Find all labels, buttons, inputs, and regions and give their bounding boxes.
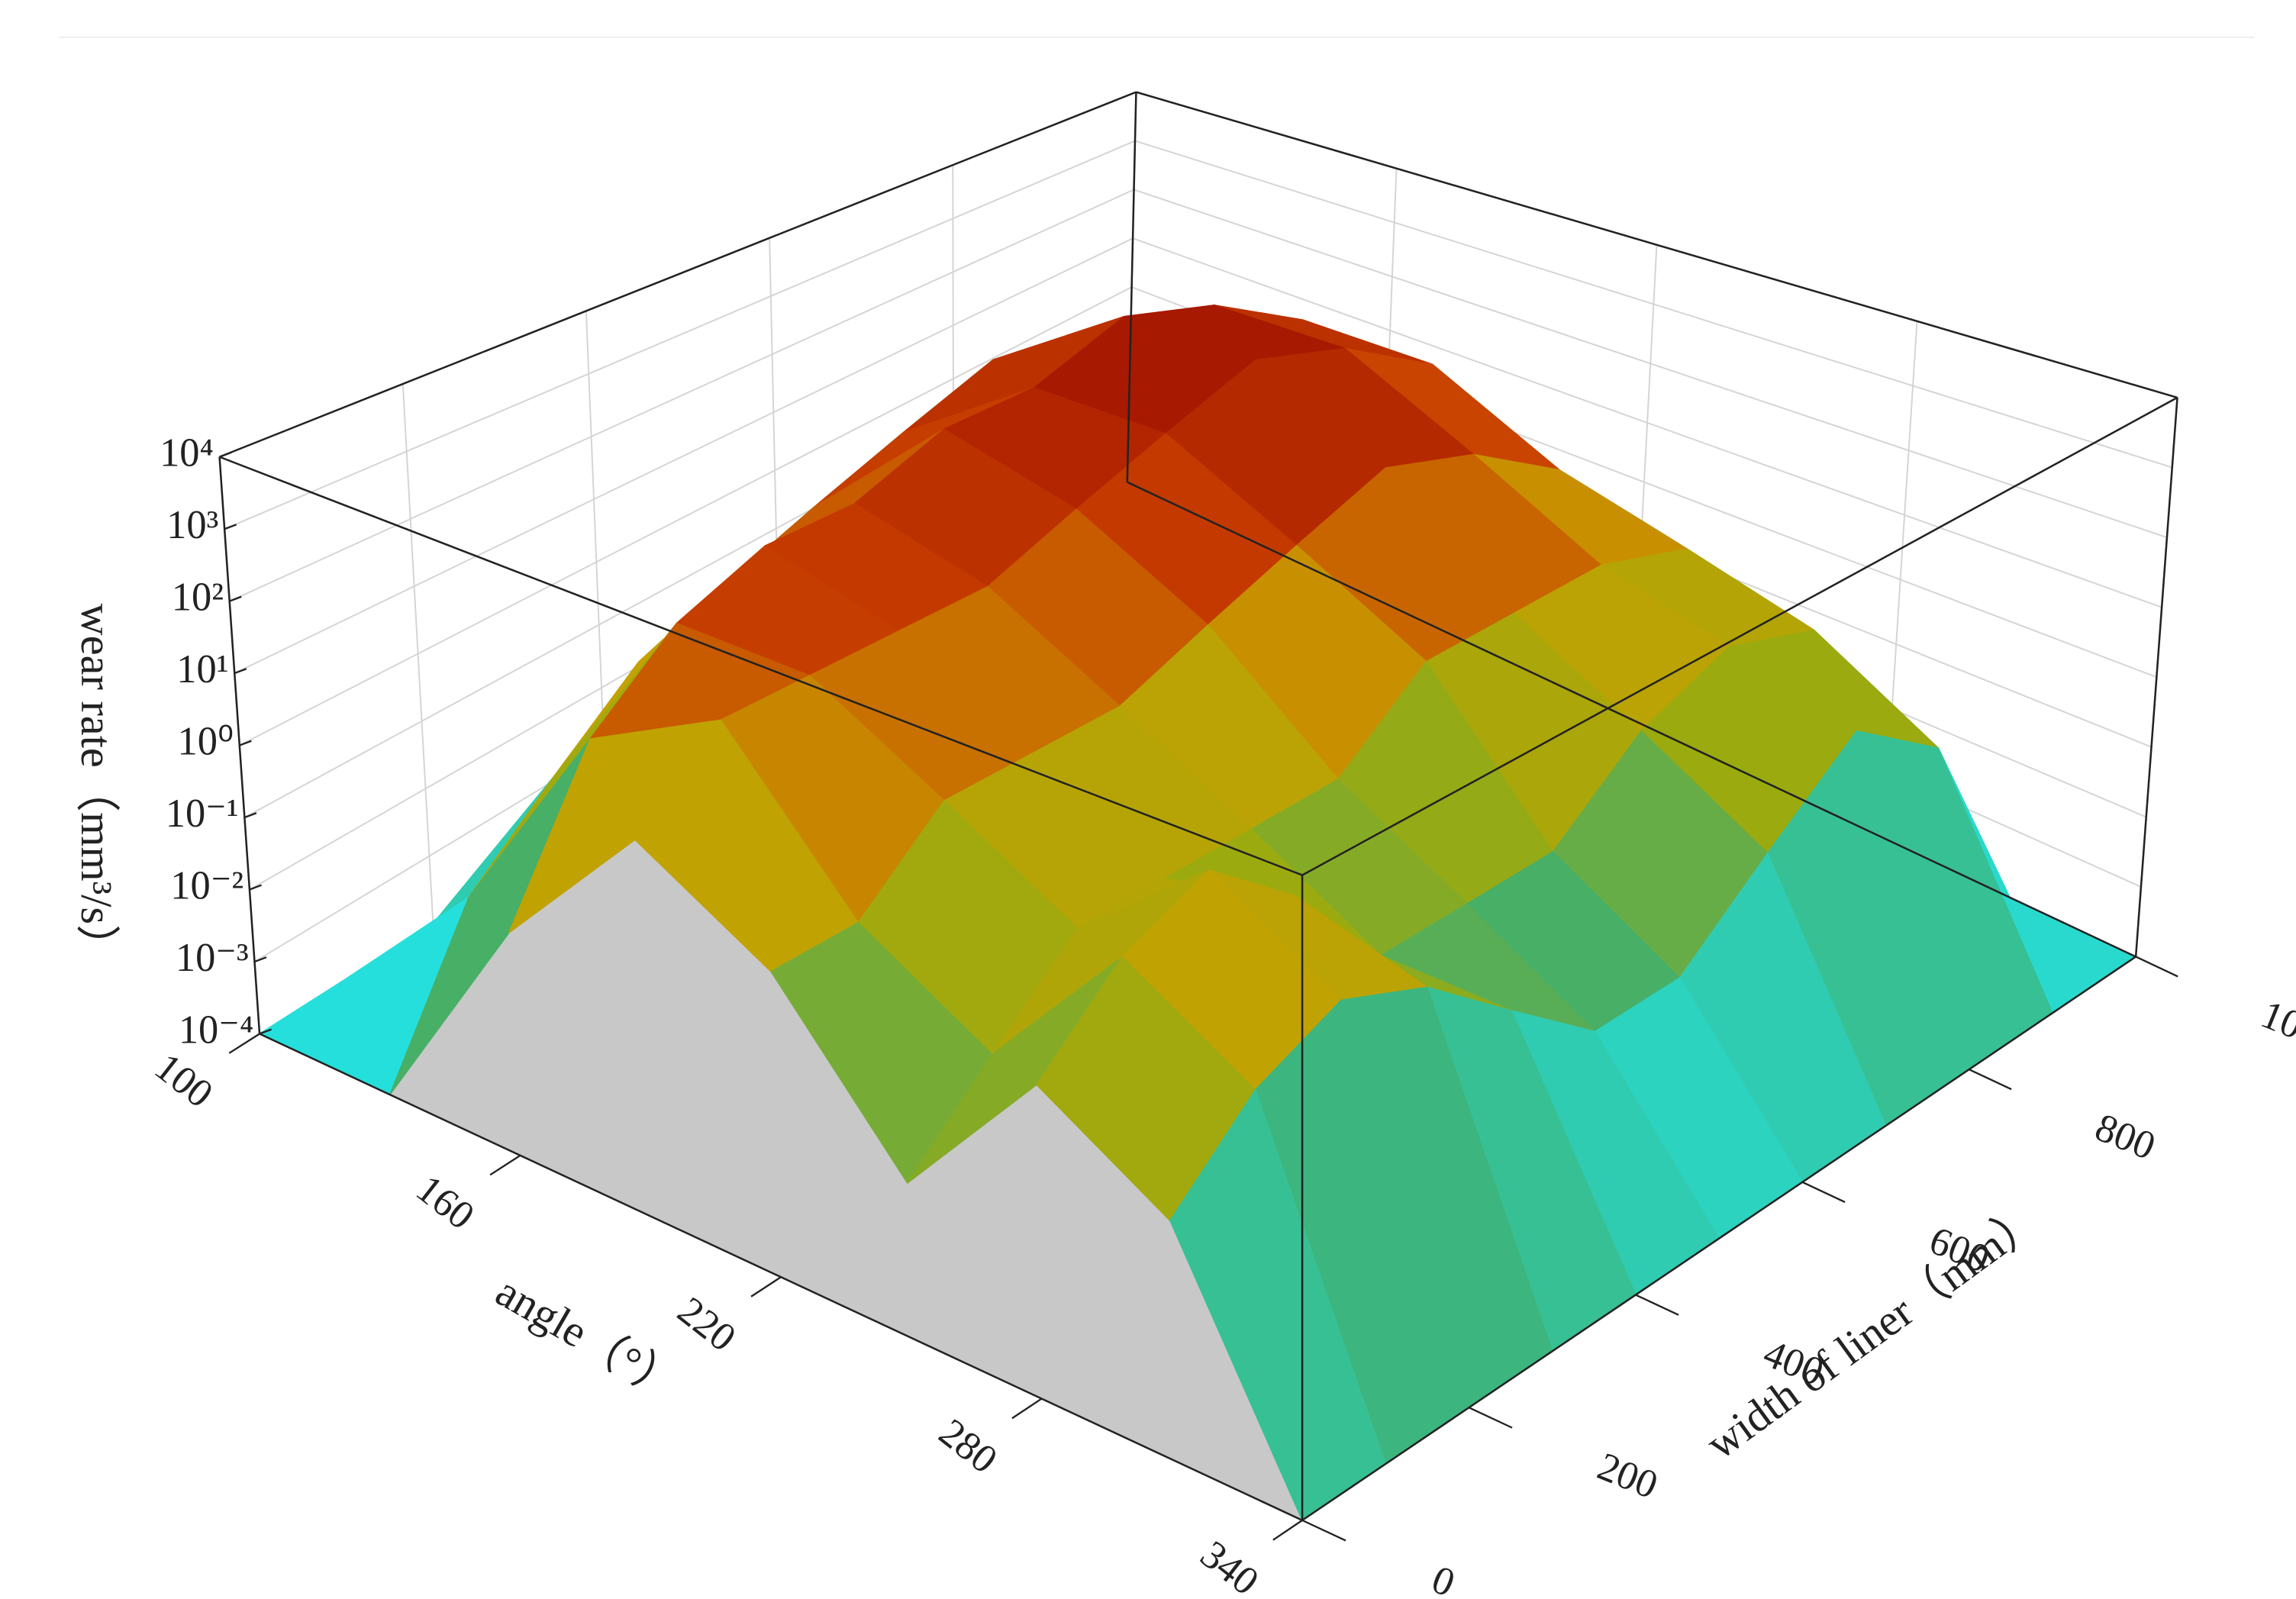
x-tick-label: 280: [930, 1410, 1005, 1482]
z-tick: [259, 1028, 272, 1035]
z-tick-label: 10⁰: [178, 720, 234, 764]
z-tick-label: 10⁻³: [176, 936, 249, 980]
x-tick-label: 340: [1192, 1532, 1267, 1599]
z-tick-label: 10⁻²: [170, 864, 243, 908]
y-tick-label: 0: [1426, 1557, 1461, 1599]
y-axis-title: width of liner（mm）: [1697, 1194, 2050, 1469]
y-tick: [1969, 1069, 2012, 1091]
z-tick: [234, 668, 247, 675]
z-tick-label: 10³: [166, 503, 218, 547]
z-tick-label: 10²: [172, 575, 224, 620]
box-edge: [219, 456, 1303, 876]
z-tick: [254, 956, 267, 963]
y-tick: [1635, 1294, 1679, 1316]
y-tick: [2135, 956, 2178, 978]
y-tick-label: 800: [2089, 1105, 2162, 1169]
y-tick: [1801, 1181, 1846, 1204]
x-tick: [228, 1033, 260, 1054]
x-tick-label: 160: [408, 1166, 482, 1238]
box-edge: [1301, 396, 2178, 876]
z-tick: [239, 740, 252, 746]
box-edge: [1136, 91, 2178, 399]
box-edge: [1127, 481, 2136, 958]
z-tick-label: 10¹: [176, 647, 228, 692]
box-edge: [2134, 397, 2178, 957]
z-tick: [229, 595, 242, 602]
z-tick-label: 10⁻¹: [166, 791, 239, 836]
x-tick: [750, 1276, 782, 1298]
z-tick-label: 10⁴: [160, 431, 214, 476]
x-tick: [1272, 1519, 1303, 1541]
z-tick: [249, 884, 262, 891]
box-edge: [1126, 92, 1137, 482]
y-tick-label: 1000: [2255, 992, 2296, 1063]
z-axis-title: wear rate（mm³/s）: [72, 604, 121, 969]
y-tick: [1301, 1519, 1346, 1542]
x-tick: [1011, 1398, 1043, 1420]
grid-line: [401, 383, 434, 924]
z-tick: [224, 524, 237, 530]
box-edge: [219, 91, 1137, 458]
z-tick: [219, 451, 232, 458]
box-edge: [1301, 956, 2136, 1521]
x-tick-label: 220: [669, 1288, 744, 1360]
x-tick: [489, 1154, 521, 1176]
y-tick-label: 200: [1591, 1444, 1664, 1507]
x-tick-label: 100: [147, 1045, 221, 1117]
y-tick: [1469, 1407, 1513, 1429]
z-tick-label: 10⁻⁴: [179, 1008, 253, 1053]
x-axis-title: angle（°）: [488, 1266, 688, 1410]
z-tick: [243, 812, 257, 819]
